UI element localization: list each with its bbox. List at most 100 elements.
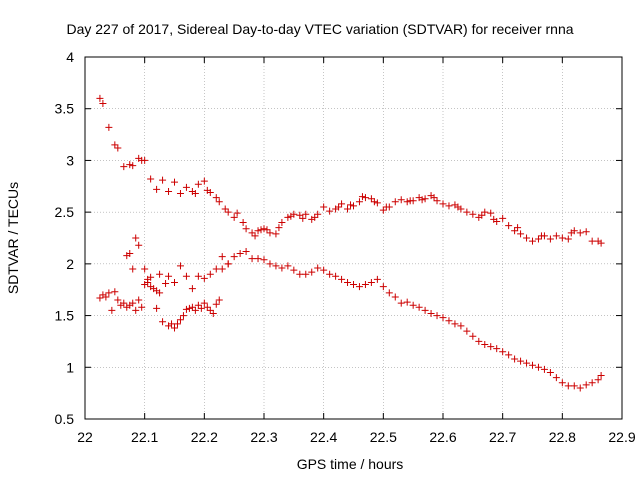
data-point	[314, 210, 322, 218]
data-point	[299, 214, 307, 222]
data-point	[367, 278, 375, 286]
data-point	[499, 214, 507, 222]
data-point	[320, 203, 328, 211]
data-point	[200, 274, 208, 282]
data-point	[105, 289, 113, 297]
data-point	[191, 306, 199, 314]
data-point	[427, 310, 435, 318]
data-point	[96, 94, 104, 102]
data-point	[326, 207, 334, 215]
data-point	[576, 229, 584, 237]
chart-title: Day 227 of 2017, Sidereal Day-to-day VTE…	[66, 21, 574, 37]
data-point	[409, 197, 417, 205]
data-point	[433, 197, 441, 205]
data-point	[212, 300, 220, 308]
data-point	[439, 314, 447, 322]
data-point	[523, 359, 531, 367]
data-point	[141, 156, 149, 164]
data-point	[135, 241, 143, 249]
data-point	[194, 272, 202, 280]
data-point	[296, 211, 304, 219]
data-point	[263, 226, 271, 234]
data-point	[153, 185, 161, 193]
data-point	[335, 203, 343, 211]
data-point	[320, 266, 328, 274]
data-point	[314, 264, 322, 272]
data-point	[534, 235, 542, 243]
data-point	[338, 200, 346, 208]
data-point	[457, 205, 465, 213]
data-point	[194, 180, 202, 188]
data-point	[224, 208, 232, 216]
data-point	[278, 264, 286, 272]
data-point	[182, 183, 190, 191]
x-tick-label: 22.8	[549, 429, 576, 445]
data-point	[564, 382, 572, 390]
data-point	[102, 293, 110, 301]
y-tick-label: 2	[66, 256, 74, 272]
data-point	[358, 193, 366, 201]
data-point	[463, 327, 471, 335]
data-point	[173, 320, 181, 328]
data-point	[421, 306, 429, 314]
data-point	[132, 234, 140, 242]
data-point	[391, 198, 399, 206]
data-point	[111, 141, 119, 149]
data-point	[114, 296, 122, 304]
y-tick-label: 3.5	[55, 101, 75, 117]
data-point	[108, 306, 116, 314]
data-point	[511, 355, 519, 363]
data-point	[397, 196, 405, 204]
data-point	[272, 262, 280, 270]
data-point	[582, 228, 590, 236]
data-point	[206, 188, 214, 196]
data-point	[588, 237, 596, 245]
data-point	[451, 320, 459, 328]
x-tick-label: 22.6	[429, 429, 456, 445]
data-point	[159, 318, 167, 326]
data-point	[350, 202, 357, 210]
x-tick-label: 22.1	[131, 429, 158, 445]
data-point	[493, 217, 501, 225]
y-axis-label: SDTVAR / TECUs	[5, 181, 21, 295]
data-point	[254, 227, 262, 235]
data-point	[212, 265, 220, 273]
y-tick-label: 3	[66, 152, 74, 168]
data-point	[257, 226, 265, 234]
data-point	[370, 198, 378, 206]
data-point	[344, 205, 352, 213]
data-point	[445, 202, 453, 210]
data-point	[215, 198, 223, 206]
data-point	[206, 270, 214, 278]
data-point	[373, 199, 381, 207]
data-point	[191, 190, 199, 198]
data-point	[233, 209, 241, 217]
data-point	[296, 270, 304, 278]
data-point	[367, 195, 375, 203]
data-point	[188, 303, 196, 311]
data-point	[361, 194, 369, 202]
data-point	[242, 247, 250, 255]
data-point	[570, 382, 578, 390]
data-point	[156, 270, 164, 278]
data-point	[534, 363, 542, 371]
data-point	[230, 213, 238, 221]
data-point	[373, 275, 381, 283]
data-point	[308, 268, 316, 276]
data-point	[129, 265, 137, 273]
data-point	[558, 379, 566, 387]
data-point	[138, 303, 146, 311]
data-point	[153, 304, 161, 312]
data-point	[311, 213, 319, 221]
data-point	[218, 265, 226, 273]
data-point	[415, 303, 423, 311]
data-point	[552, 374, 560, 382]
data-point	[397, 299, 405, 307]
data-point	[481, 341, 489, 349]
data-point	[284, 262, 292, 270]
data-point	[409, 301, 417, 309]
data-point	[221, 205, 229, 213]
data-point	[147, 273, 155, 281]
data-point	[379, 283, 387, 291]
data-point	[171, 178, 178, 186]
